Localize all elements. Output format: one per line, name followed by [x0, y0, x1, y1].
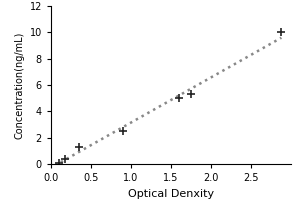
Y-axis label: Concentration(ng/mL): Concentration(ng/mL) — [14, 31, 24, 139]
X-axis label: Optical Denxity: Optical Denxity — [128, 189, 214, 199]
